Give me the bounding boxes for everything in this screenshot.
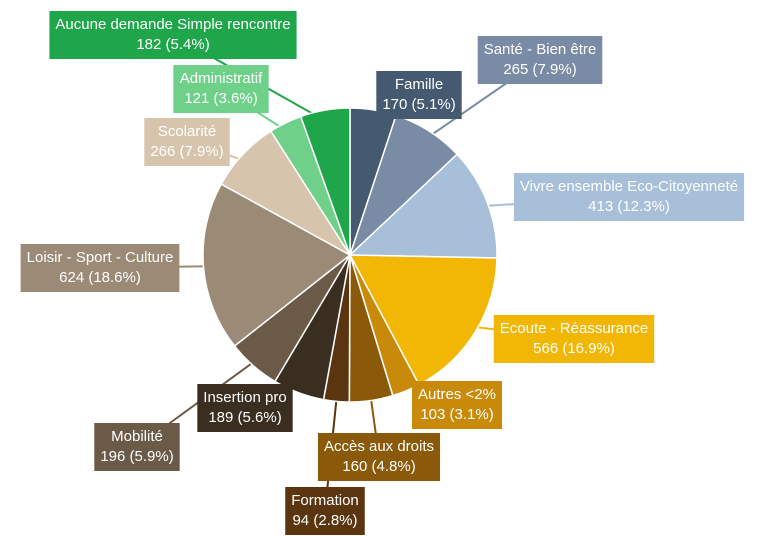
- label-box: [20, 244, 180, 292]
- label-box: [173, 65, 269, 113]
- value-label: 566 (16.9%): [533, 340, 615, 357]
- value-label: 94 (2.8%): [292, 512, 357, 529]
- slice-label: Scolarité 266 (7.9%): [144, 118, 230, 166]
- label-box: [94, 423, 180, 471]
- slice-label: Insertion pro 189 (5.6%): [197, 384, 293, 432]
- category-label: Famille: [395, 76, 443, 93]
- slice: [348, 153, 498, 259]
- label-box: [197, 384, 293, 432]
- value-label: 121 (3.6%): [184, 90, 257, 107]
- label-box: [49, 11, 297, 59]
- slice-label: Formation 94 (2.8%): [285, 487, 365, 535]
- value-label: 266 (7.9%): [150, 143, 223, 160]
- slice: [299, 107, 351, 256]
- slice-label: Autres <2% 103 (3.1%): [412, 381, 502, 429]
- slice-label: Accès aux droits 160 (4.8%): [317, 433, 441, 481]
- value-label: 189 (5.6%): [208, 409, 281, 426]
- value-label: 103 (3.1%): [420, 406, 493, 423]
- label-box: [317, 433, 441, 481]
- category-label: Aucune demande Simple rencontre: [55, 16, 290, 33]
- category-label: Ecoute - Réassurance: [500, 320, 648, 337]
- category-label: Accès aux droits: [324, 438, 434, 455]
- slice-label: Ecoute - Réassurance 566 (16.9%): [493, 315, 655, 363]
- label-box: [285, 487, 365, 535]
- label-box: [412, 381, 502, 429]
- label-box: [477, 36, 603, 84]
- category-label: Scolarité: [158, 123, 216, 140]
- value-label: 196 (5.9%): [100, 448, 173, 465]
- pie: [202, 107, 498, 403]
- category-label: Vivre ensemble Eco-Citoyenneté: [520, 178, 738, 195]
- value-label: 182 (5.4%): [136, 36, 209, 53]
- slice-label: Vivre ensemble Eco-Citoyenneté 413 (12.3%…: [513, 173, 745, 221]
- category-label: Mobilité: [111, 428, 163, 445]
- category-label: Autres <2%: [418, 386, 496, 403]
- slice-label: Santé - Bien être 265 (7.9%): [477, 36, 603, 84]
- value-label: 413 (12.3%): [588, 198, 670, 215]
- category-label: Insertion pro: [203, 389, 286, 406]
- slice: [202, 183, 352, 348]
- value-label: 265 (7.9%): [503, 61, 576, 78]
- slice-label: Aucune demande Simple rencontre 182 (5.4%…: [49, 11, 297, 59]
- slice-label: Mobilité 196 (5.9%): [94, 423, 180, 471]
- category-label: Administratif: [180, 70, 263, 87]
- value-label: 624 (18.6%): [59, 269, 141, 286]
- slice-label: Famille 170 (5.1%): [376, 71, 462, 119]
- slice-label: Loisir - Sport - Culture 624 (18.6%): [20, 244, 180, 292]
- slice-label: Administratif 121 (3.6%): [173, 65, 269, 113]
- label-box: [513, 173, 745, 221]
- labels: Famille 170 (5.1%) Santé - Bien être 265 (7…: [20, 11, 745, 535]
- category-label: Santé - Bien être: [484, 41, 597, 58]
- category-label: Formation: [291, 492, 359, 509]
- value-label: 170 (5.1%): [382, 96, 455, 113]
- label-box: [493, 315, 655, 363]
- slice: [348, 254, 498, 386]
- value-label: 160 (4.8%): [342, 458, 415, 475]
- category-label: Loisir - Sport - Culture: [27, 249, 174, 266]
- label-box: [144, 118, 230, 166]
- label-box: [376, 71, 462, 119]
